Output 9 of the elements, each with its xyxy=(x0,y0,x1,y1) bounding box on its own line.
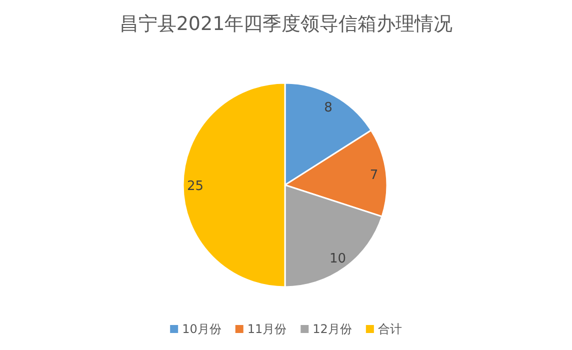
chart-title: 昌宁县2021年四季度领导信箱办理情况 xyxy=(119,13,453,35)
data-label: 8 xyxy=(324,100,332,116)
data-label: 7 xyxy=(370,168,378,183)
data-label: 10 xyxy=(329,252,346,267)
legend-label: 10月份 xyxy=(182,322,222,336)
legend-label: 11月份 xyxy=(247,322,287,336)
legend-label: 12月份 xyxy=(312,322,352,336)
legend-label: 合计 xyxy=(378,322,402,336)
data-label: 25 xyxy=(186,179,204,194)
